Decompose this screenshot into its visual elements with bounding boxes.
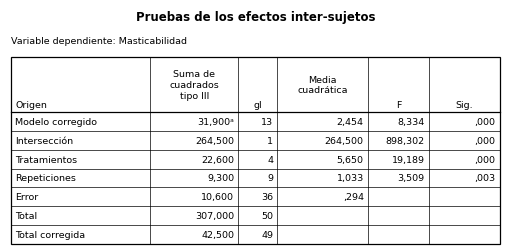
Text: 3,509: 3,509 [398,174,425,183]
Text: 898,302: 898,302 [386,136,425,145]
Text: ,000: ,000 [475,117,496,126]
Text: Pruebas de los efectos inter-sujetos: Pruebas de los efectos inter-sujetos [136,11,375,24]
Text: Error: Error [15,193,38,202]
Text: Sig.: Sig. [455,100,473,109]
Text: Origen: Origen [15,100,47,109]
Text: ,294: ,294 [343,193,364,202]
Text: 42,500: 42,500 [201,231,235,239]
Text: 9,300: 9,300 [207,174,235,183]
Text: Suma de
cuadrados
tipo III: Suma de cuadrados tipo III [170,70,219,100]
Text: 8,334: 8,334 [398,117,425,126]
Text: gl: gl [253,100,262,109]
Text: 10,600: 10,600 [201,193,235,202]
Text: 50: 50 [262,212,273,220]
Text: Media
cuadrática: Media cuadrática [297,75,348,95]
Bar [11,58,500,244]
Text: 4: 4 [267,155,273,164]
Text: Intersección: Intersección [15,136,74,145]
Text: 22,600: 22,600 [201,155,235,164]
Text: ,003: ,003 [475,174,496,183]
Text: 9: 9 [267,174,273,183]
Text: F: F [396,100,401,109]
Text: 264,500: 264,500 [325,136,364,145]
Text: Tratamientos: Tratamientos [15,155,78,164]
Text: Total corregida: Total corregida [15,231,85,239]
Text: 264,500: 264,500 [195,136,235,145]
Text: 31,900ᵃ: 31,900ᵃ [197,117,235,126]
Text: Repeticiones: Repeticiones [15,174,76,183]
Text: 307,000: 307,000 [195,212,235,220]
Text: Total: Total [15,212,37,220]
Text: ,000: ,000 [475,155,496,164]
Text: ,000: ,000 [475,136,496,145]
Text: 36: 36 [261,193,273,202]
Text: 19,189: 19,189 [392,155,425,164]
Text: 13: 13 [261,117,273,126]
Text: 1: 1 [267,136,273,145]
Text: 2,454: 2,454 [337,117,364,126]
Text: Variable dependiente: Masticabilidad: Variable dependiente: Masticabilidad [11,37,187,46]
Text: Modelo corregido: Modelo corregido [15,117,97,126]
Text: 5,650: 5,650 [337,155,364,164]
Text: 49: 49 [262,231,273,239]
Text: 1,033: 1,033 [337,174,364,183]
